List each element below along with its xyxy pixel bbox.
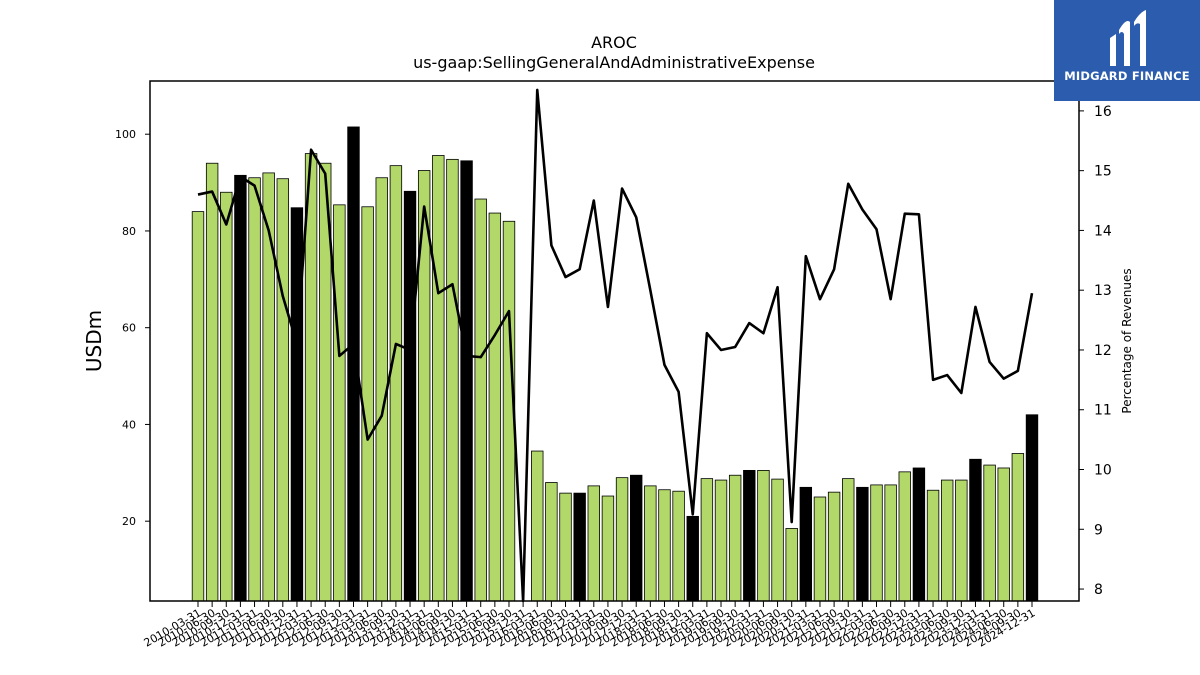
y-right-tick-label-11: 11 xyxy=(1094,403,1112,419)
logo-text: MIDGARD FINANCE xyxy=(1064,69,1190,83)
y-left-tick-label-80: 80 xyxy=(122,225,136,238)
bar-2021-12-31 xyxy=(856,486,869,602)
bar-2017-03-31 xyxy=(587,485,600,602)
y-right-tick-label-16: 16 xyxy=(1094,104,1112,120)
y-right-tick-label-8: 8 xyxy=(1094,582,1103,598)
bar-2022-09-30 xyxy=(898,471,911,602)
bar-2013-12-31 xyxy=(403,190,417,602)
bar-2022-06-30 xyxy=(884,484,897,602)
bar-2010-06-30 xyxy=(205,162,219,602)
bar-2020-06-30 xyxy=(771,478,784,602)
bar-2024-03-31 xyxy=(983,464,996,602)
bar-2015-03-31 xyxy=(474,198,487,602)
x-axis: 2010-03-312010-06-302010-09-302010-12-31… xyxy=(142,601,1038,650)
bar-2013-09-30 xyxy=(389,165,403,602)
bar-2019-12-31 xyxy=(743,469,756,602)
bar-2018-12-31 xyxy=(686,515,699,602)
bar-2023-03-31 xyxy=(926,489,940,602)
chart-subtitle: us-gaap:SellingGeneralAndAdministrativeE… xyxy=(413,53,815,72)
y-axis-right: 8 9 10 11 12 13 14 15 16 xyxy=(1079,104,1112,598)
bar-2016-03-31 xyxy=(531,450,544,602)
bar-2016-06-30 xyxy=(545,482,558,602)
y-left-tick-label-100: 100 xyxy=(115,128,136,141)
y-right-tick-label-13: 13 xyxy=(1094,283,1112,299)
brand-logo: MIDGARD FINANCE xyxy=(1054,0,1200,101)
bar-2020-09-30 xyxy=(785,528,798,602)
bar-2010-03-31 xyxy=(191,211,205,602)
bar-2023-06-30 xyxy=(940,479,954,602)
bar-2017-09-30 xyxy=(615,477,629,602)
bar-2014-09-30 xyxy=(446,158,459,602)
bar-2022-03-31 xyxy=(870,484,883,602)
bar-2016-09-30 xyxy=(559,492,572,602)
bar-2020-03-31 xyxy=(757,469,770,602)
bar-2011-03-31 xyxy=(248,177,261,602)
y-right-tick-label-9: 9 xyxy=(1094,522,1103,538)
bar-2019-09-30 xyxy=(728,474,742,602)
bar-2011-06-30 xyxy=(262,172,275,602)
bar-2018-03-31 xyxy=(644,485,657,602)
y-right-tick-label-10: 10 xyxy=(1094,463,1112,479)
bar-2023-12-31 xyxy=(969,458,982,602)
y-left-tick-label-20: 20 xyxy=(122,515,136,528)
bar-2019-03-31 xyxy=(700,478,714,602)
bar-2024-09-30 xyxy=(1011,453,1025,602)
y-right-tick-label-12: 12 xyxy=(1094,343,1112,359)
y-axis-left: 20 40 60 80 100 xyxy=(115,128,150,528)
y-right-tick-label-14: 14 xyxy=(1094,223,1112,239)
midgard-logo-icon xyxy=(1110,10,1146,66)
bar-2018-06-30 xyxy=(658,489,671,602)
bar-2014-06-30 xyxy=(432,155,445,602)
bar-2010-12-31 xyxy=(234,174,247,602)
chart-title: AROC xyxy=(591,33,637,52)
bar-series xyxy=(191,126,1039,602)
y-axis-left-label: USDm xyxy=(82,310,106,372)
bar-2010-09-30 xyxy=(220,191,233,602)
bar-2015-06-30 xyxy=(488,212,502,602)
bar-2024-06-30 xyxy=(997,467,1010,602)
bar-2024-12-31 xyxy=(1025,414,1039,602)
y-axis-right-label: Percentage of Revenues xyxy=(1120,268,1134,413)
bar-2017-06-30 xyxy=(601,495,615,602)
bar-2022-12-31 xyxy=(912,467,926,602)
bar-2011-09-30 xyxy=(276,178,290,602)
bar-2021-09-30 xyxy=(842,478,855,602)
bar-2023-09-30 xyxy=(955,479,968,602)
bar-2021-06-30 xyxy=(827,491,841,602)
bar-2020-12-31 xyxy=(799,486,813,602)
percentage-line xyxy=(197,88,1034,603)
y-left-tick-label-40: 40 xyxy=(122,418,136,431)
y-right-tick-label-15: 15 xyxy=(1094,164,1112,180)
plot-frame xyxy=(149,80,1080,602)
bar-2017-12-31 xyxy=(630,474,643,602)
bar-2018-09-30 xyxy=(672,490,685,602)
y-left-tick-label-60: 60 xyxy=(122,322,136,335)
bar-2014-12-31 xyxy=(460,160,473,602)
bar-2019-06-30 xyxy=(714,479,728,602)
bar-2011-12-31 xyxy=(290,207,304,602)
bar-2016-12-31 xyxy=(573,492,586,602)
bar-2012-09-30 xyxy=(333,204,346,602)
bar-2021-03-31 xyxy=(813,496,827,602)
line-series xyxy=(197,88,1034,603)
